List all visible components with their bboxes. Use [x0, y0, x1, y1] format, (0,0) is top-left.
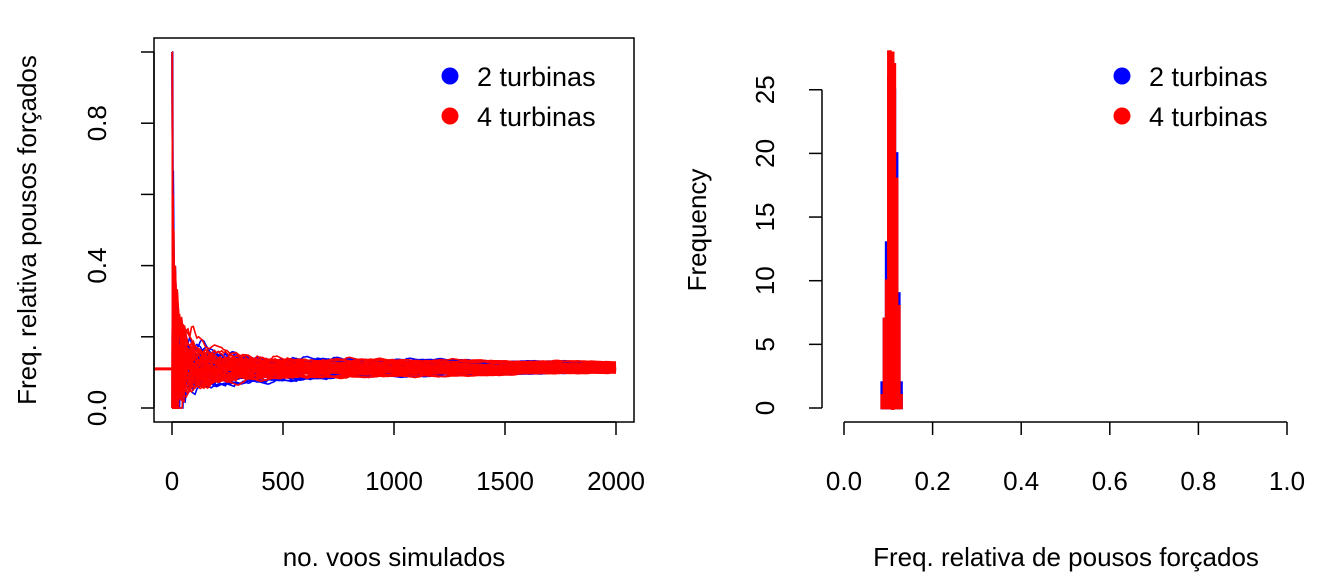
left-trace-4-turbinas — [171, 229, 616, 409]
left-trace-4-turbinas — [171, 289, 617, 409]
right-y-axis-label: Frequency — [682, 169, 712, 292]
right-x-tick-label: 0.2 — [915, 466, 951, 496]
right-x-tick-label: 0.4 — [1003, 466, 1039, 496]
right-y-tick-label: 25 — [750, 75, 780, 104]
left-trace-2-turbinas — [171, 229, 617, 409]
right-y-tick-label: 10 — [750, 266, 780, 295]
left-trace-4-turbinas — [171, 289, 616, 409]
left-x-tick-label: 2000 — [587, 466, 645, 496]
left-panel-trace-plot: 0 500 1000 1500 2000 0.0 0.4 0.8 no. voos simu… — [12, 37, 645, 572]
right-legend-marker-2-turbinas — [1113, 67, 1131, 85]
right-hist-bar-4-turbinas — [895, 304, 901, 410]
left-legend-marker-4-turbinas — [441, 107, 459, 125]
right-y-tick-label: 0 — [750, 401, 780, 415]
left-trace-4-turbinas — [171, 289, 617, 409]
left-trace-4-turbinas — [171, 289, 617, 409]
right-y-tick-label: 5 — [750, 337, 780, 351]
left-trace-4-turbinas — [171, 229, 617, 409]
right-x-tick-label: 1.0 — [1269, 466, 1305, 496]
left-trace-2-turbinas — [171, 289, 617, 409]
left-trace-4-turbinas — [171, 51, 616, 373]
right-hist-bar-4-turbinas — [898, 394, 903, 410]
right-x-axis-label: Freq. relativa de pousos forçados — [873, 542, 1259, 572]
left-y-axis: 0.0 0.4 0.8 — [82, 51, 155, 426]
left-trace-2-turbinas — [172, 308, 616, 409]
right-x-tick-label: 0.0 — [826, 466, 862, 496]
left-trace-4-turbinas — [171, 229, 617, 409]
left-x-tick-label: 500 — [261, 466, 304, 496]
left-trace-2-turbinas — [171, 51, 616, 377]
right-legend-label-2-turbinas: 2 turbinas — [1149, 62, 1268, 92]
left-y-axis-label: Freq. relativa pousos forçados — [12, 55, 42, 405]
right-legend-label-4-turbinas: 4 turbinas — [1149, 102, 1268, 132]
left-trace-2-turbinas — [171, 229, 617, 409]
right-x-tick-label: 0.6 — [1092, 466, 1128, 496]
right-histogram-bars — [880, 50, 903, 410]
left-trace-2-turbinas — [171, 51, 617, 376]
left-legend-label-4-turbinas: 4 turbinas — [477, 102, 596, 132]
right-panel-histogram: 0.0 0.2 0.4 0.6 0.8 1.0 0 5 10 15 20 25 Freq. rela… — [682, 50, 1305, 572]
left-x-axis-label: no. voos simulados — [283, 542, 506, 572]
left-trace-4-turbinas — [171, 289, 617, 409]
left-trace-2-turbinas — [172, 289, 617, 409]
left-x-tick-label: 1500 — [476, 466, 534, 496]
right-legend: 2 turbinas 4 turbinas — [1113, 62, 1268, 132]
left-x-tick-label: 0 — [165, 466, 179, 496]
left-y-tick-label: 0.0 — [82, 390, 112, 426]
left-x-axis: 0 500 1000 1500 2000 — [165, 421, 645, 496]
right-x-tick-label: 0.8 — [1180, 466, 1216, 496]
left-trace-2-turbinas — [171, 51, 617, 373]
left-legend-marker-2-turbinas — [441, 67, 459, 85]
left-y-tick-label: 0.8 — [82, 105, 112, 141]
left-trace-4-turbinas — [171, 289, 616, 409]
left-trace-4-turbinas — [171, 229, 617, 409]
left-trace-4-turbinas — [171, 51, 617, 373]
left-trace-4-turbinas — [171, 229, 617, 409]
right-y-tick-label: 20 — [750, 139, 780, 168]
left-legend: 2 turbinas 4 turbinas — [441, 62, 596, 132]
left-y-tick-label: 0.4 — [82, 248, 112, 284]
left-legend-label-2-turbinas: 2 turbinas — [477, 62, 596, 92]
right-legend-marker-4-turbinas — [1113, 107, 1131, 125]
right-y-axis: 0 5 10 15 20 25 — [750, 75, 823, 415]
left-trace-4-turbinas — [171, 229, 617, 409]
left-trace-4-turbinas — [171, 229, 617, 409]
right-y-tick-label: 15 — [750, 203, 780, 232]
left-simulation-runs — [154, 51, 617, 409]
left-x-tick-label: 1000 — [365, 466, 423, 496]
right-x-axis: 0.0 0.2 0.4 0.6 0.8 1.0 — [826, 421, 1305, 496]
